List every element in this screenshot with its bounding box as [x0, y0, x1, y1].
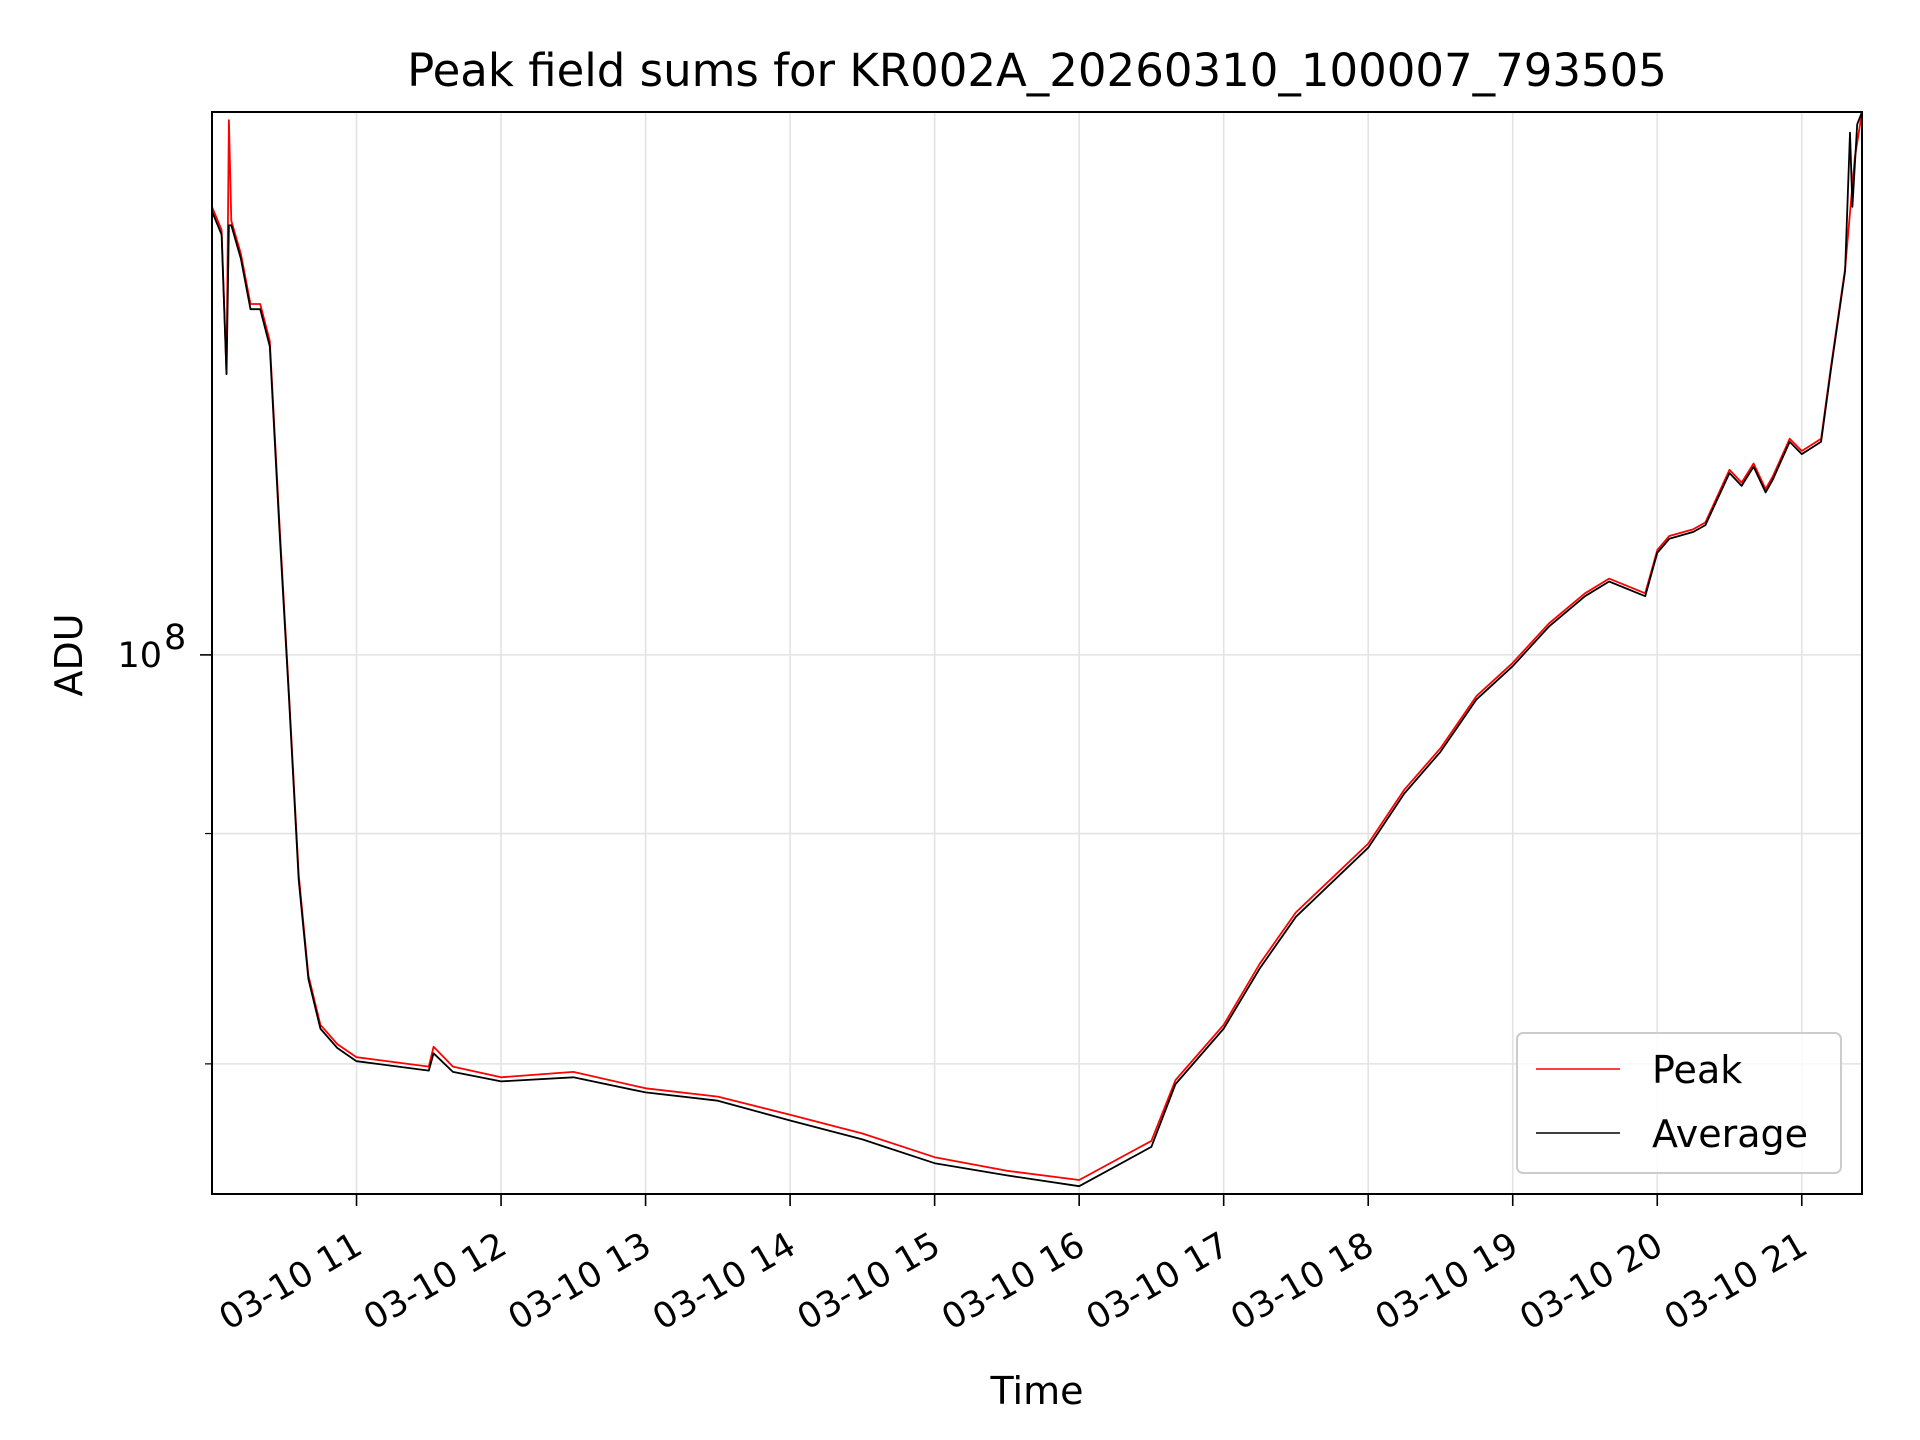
- legend-box: [1516, 1032, 1842, 1174]
- series-lines: [212, 112, 1862, 1188]
- x-axis-title: Time: [990, 1369, 1084, 1413]
- legend-label-average: Average: [1652, 1112, 1808, 1156]
- y-axis-title: ADU: [47, 613, 91, 696]
- y-tick-label: 10: [117, 636, 162, 676]
- y-axis: 10 8: [117, 618, 212, 1065]
- legend-label-peak: Peak: [1652, 1048, 1742, 1092]
- chart-title: Peak field sums for KR002A_20260310_1000…: [407, 44, 1667, 97]
- legend: Peak Average: [1516, 1032, 1842, 1174]
- plot-frame: [211, 111, 1863, 1195]
- y-tick-exponent: 8: [164, 618, 186, 658]
- series-line-average: [212, 112, 1862, 1188]
